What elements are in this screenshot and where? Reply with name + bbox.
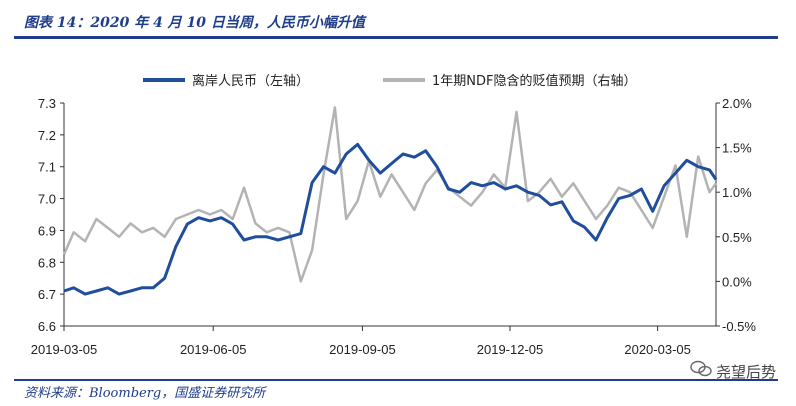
legend: 离岸人民币（左轴） 1年期NDF隐含的贬值预期（右轴） (143, 73, 636, 89)
y-left-tick-label: 6.7 (38, 287, 56, 302)
figure-title: 图表 14：2020 年 4 月 10 日当周，人民币小幅升值 (24, 15, 365, 31)
y-right-tick-label: 1.5% (722, 141, 752, 156)
y-left-tick-label: 7.0 (38, 192, 56, 207)
y-right-tick-label: 1.0% (722, 185, 752, 200)
watermark: 尧望后势 (690, 360, 776, 382)
y-left-tick-label: 6.9 (38, 223, 56, 238)
chart: 离岸人民币（左轴） 1年期NDF隐含的贬值预期（右轴） 6.6 6.7 6.8 6.9… (31, 73, 757, 357)
x-tick-label: 2019-06-05 (180, 342, 247, 357)
y-left-tick-label: 6.6 (38, 319, 56, 334)
x-tick-label: 2019-09-05 (329, 342, 396, 357)
source-note: 资料来源：Bloomberg，国盛证券研究所 (24, 386, 266, 401)
x-tick-label: 2020-03-05 (624, 342, 691, 357)
legend-label-ndf: 1年期NDF隐含的贬值预期（右轴） (432, 73, 636, 89)
y-left-tick-label: 7.1 (38, 160, 56, 175)
title-divider (14, 36, 778, 39)
source-divider (14, 379, 778, 381)
y-right-tick-label: 0.5% (722, 230, 752, 245)
y-left-tick-label: 7.3 (38, 96, 56, 111)
y-right-tick-label: 2.0% (722, 96, 752, 111)
wechat-icon (690, 360, 712, 382)
y-right-tick-label: 0.0% (722, 274, 752, 289)
y-left-tick-label: 6.8 (38, 255, 56, 270)
legend-label-cnh: 离岸人民币（左轴） (192, 73, 309, 89)
y-left-tick-label: 7.2 (38, 128, 56, 143)
x-tick-label: 2019-03-05 (31, 342, 98, 357)
series-line-ndf (62, 106, 718, 283)
watermark-text: 尧望后势 (715, 362, 776, 381)
y-right-tick-label: -0.5% (722, 319, 756, 334)
x-tick-label: 2019-12-05 (477, 342, 544, 357)
series-line-cnh (63, 142, 718, 296)
